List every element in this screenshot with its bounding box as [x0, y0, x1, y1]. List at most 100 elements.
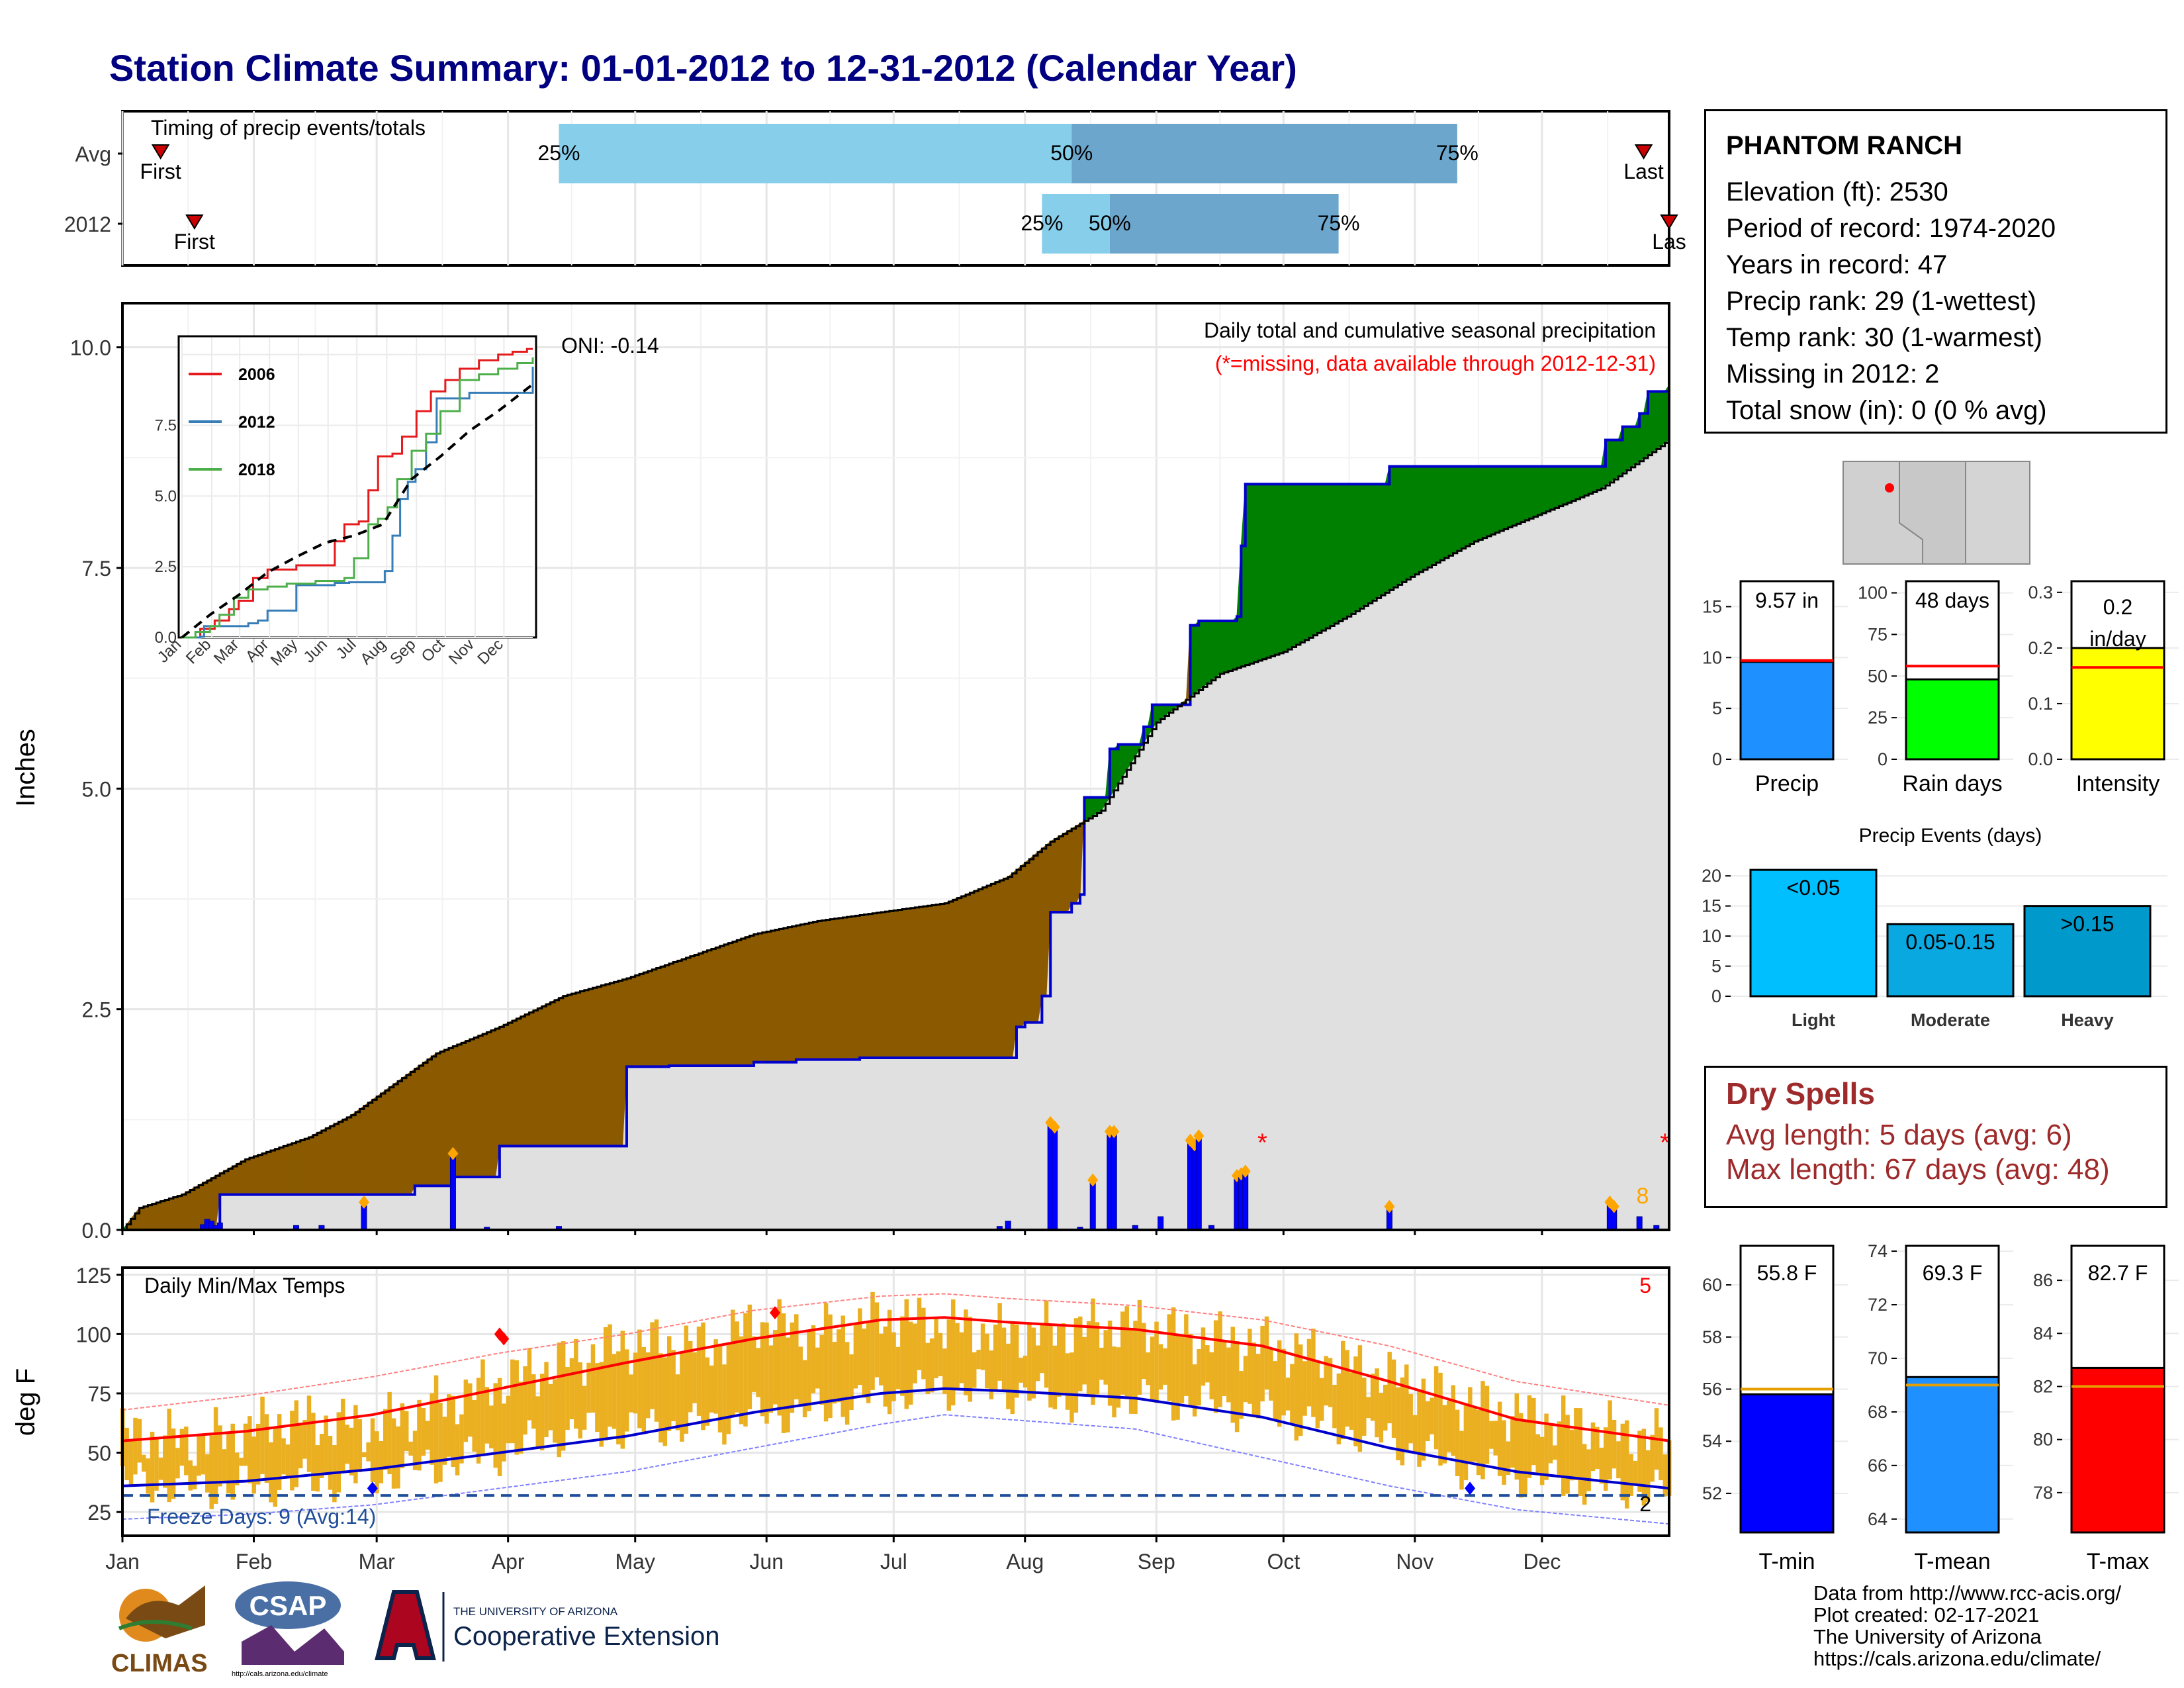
temp-bar-tick-label: 78 — [2033, 1483, 2053, 1503]
daily-temp-bar — [1518, 1413, 1524, 1498]
daily-temp-bar — [506, 1395, 511, 1444]
temp-bar-tick-label: 64 — [1868, 1509, 1888, 1529]
departure-segment — [1317, 483, 1322, 634]
daily-temp-bar — [980, 1323, 985, 1370]
daily-temp-bar — [480, 1359, 485, 1456]
departure-segment — [698, 951, 704, 1066]
departure-segment — [393, 1080, 398, 1196]
departure-segment — [1397, 466, 1403, 586]
departure-segment — [1508, 466, 1513, 528]
daily-temp-bar — [1548, 1425, 1553, 1464]
temp-value-label: 82.7 F — [2088, 1261, 2148, 1285]
month-label: Apr — [492, 1550, 525, 1573]
departure-segment — [372, 1096, 377, 1196]
daily-temp-bar — [264, 1414, 269, 1483]
daily-temp-bar — [497, 1378, 502, 1476]
departure-segment — [402, 1074, 407, 1196]
departure-segment — [181, 1192, 187, 1231]
summary-bars: 0 5 10 15 9.57 in Precip 0 25 50 75 100 48 days Rain… — [1702, 580, 2179, 796]
daily-temp-bar — [1179, 1335, 1185, 1403]
departure-segment — [473, 1035, 479, 1178]
departure-segment — [715, 945, 721, 1066]
daily-temp-bar — [950, 1299, 956, 1406]
daily-temp-bar — [340, 1398, 345, 1472]
daily-temp-bar — [1107, 1320, 1113, 1406]
dry-spells-box: Dry Spells Avg length: 5 days (avg: 6) M… — [1704, 1066, 2167, 1208]
daily-temp-bar — [1142, 1323, 1146, 1380]
departure-segment — [745, 935, 751, 1066]
daily-temp-bar — [502, 1403, 506, 1462]
daily-temp-bar — [493, 1383, 498, 1468]
departure-segment — [961, 894, 966, 1058]
daily-temp-bar — [1404, 1364, 1409, 1452]
daily-temp-bar — [938, 1333, 943, 1377]
daily-temp-bar — [484, 1387, 490, 1444]
departure-segment — [152, 1201, 157, 1231]
departure-segment — [681, 957, 687, 1066]
temp-tick-label: 25 — [87, 1501, 111, 1524]
daily-temp-bar — [1438, 1372, 1443, 1466]
departure-segment — [300, 1138, 305, 1196]
daily-temp-bar — [553, 1379, 557, 1443]
daily-temp-bar — [425, 1421, 430, 1450]
daily-temp-bar — [819, 1335, 824, 1405]
departure-segment — [245, 1157, 250, 1196]
daily-temp-bar — [1641, 1429, 1647, 1506]
daily-temp-bar — [171, 1428, 176, 1499]
departure-segment — [1355, 483, 1361, 612]
daily-temp-bar — [1544, 1413, 1549, 1480]
events-tick-label: 10 — [1702, 926, 1721, 946]
daily-temp-bar — [447, 1394, 451, 1457]
daily-temp-bar — [361, 1452, 367, 1458]
daily-temp-bar — [213, 1407, 218, 1504]
daily-temp-bar — [1019, 1357, 1023, 1383]
departure-segment — [948, 899, 954, 1058]
departure-segment — [457, 1042, 462, 1178]
timing-p75-label: 75% — [1318, 211, 1360, 235]
departure-segment — [736, 938, 742, 1066]
dry-spell-line: Max length: 67 days (avg: 48) — [1726, 1153, 2110, 1186]
station-info-box: PHANTOM RANCH Elevation (ft): 2530 Perio… — [1704, 109, 2167, 434]
normal-cumulative-line — [122, 440, 1670, 1231]
departure-segment — [461, 1040, 467, 1178]
daily-precip-marker — [1608, 1199, 1619, 1213]
missing-marker: * — [1257, 1129, 1267, 1157]
departure-segment — [156, 1200, 161, 1231]
departure-segment — [164, 1197, 169, 1231]
daily-temp-bar — [1353, 1356, 1358, 1446]
departure-segment — [1266, 483, 1271, 659]
departure-segment — [355, 1108, 361, 1196]
departure-segment — [956, 896, 962, 1058]
csap-url: http://cals.arizona.edu/climate — [232, 1670, 328, 1678]
departure-segment — [363, 1102, 369, 1196]
departure-segment — [1656, 391, 1661, 450]
departure-segment — [1033, 851, 1038, 1023]
daily-temp-bar — [764, 1322, 769, 1424]
departure-segment — [465, 1039, 471, 1178]
departure-segment — [1228, 620, 1234, 672]
temp-bar-tick-label: 54 — [1702, 1431, 1722, 1451]
departure-segment — [842, 916, 848, 1060]
departure-segment — [1206, 620, 1212, 684]
daily-temp-bar — [128, 1440, 134, 1487]
departure-segment — [766, 930, 772, 1063]
daily-temp-bar — [319, 1434, 324, 1479]
departure-segment — [249, 1156, 254, 1196]
departure-segment — [1325, 483, 1331, 629]
record-high-marker — [770, 1306, 781, 1320]
daily-temp-bar — [709, 1365, 714, 1413]
departure-segment — [266, 1150, 271, 1196]
departure-segment — [880, 911, 886, 1058]
daily-temp-bar — [849, 1354, 854, 1411]
month-label: Sep — [1138, 1550, 1175, 1573]
departure-segment — [177, 1194, 183, 1231]
station-line: Years in record: 47 — [1726, 250, 1948, 279]
daily-temp-bar — [1586, 1449, 1591, 1491]
daily-temp-bar — [1557, 1421, 1562, 1478]
daily-temp-bar — [586, 1362, 591, 1413]
daily-temp-bar — [269, 1442, 273, 1503]
daily-temp-bar — [1294, 1333, 1299, 1441]
daily-temp-bar — [879, 1333, 884, 1385]
departure-segment — [1596, 466, 1602, 491]
